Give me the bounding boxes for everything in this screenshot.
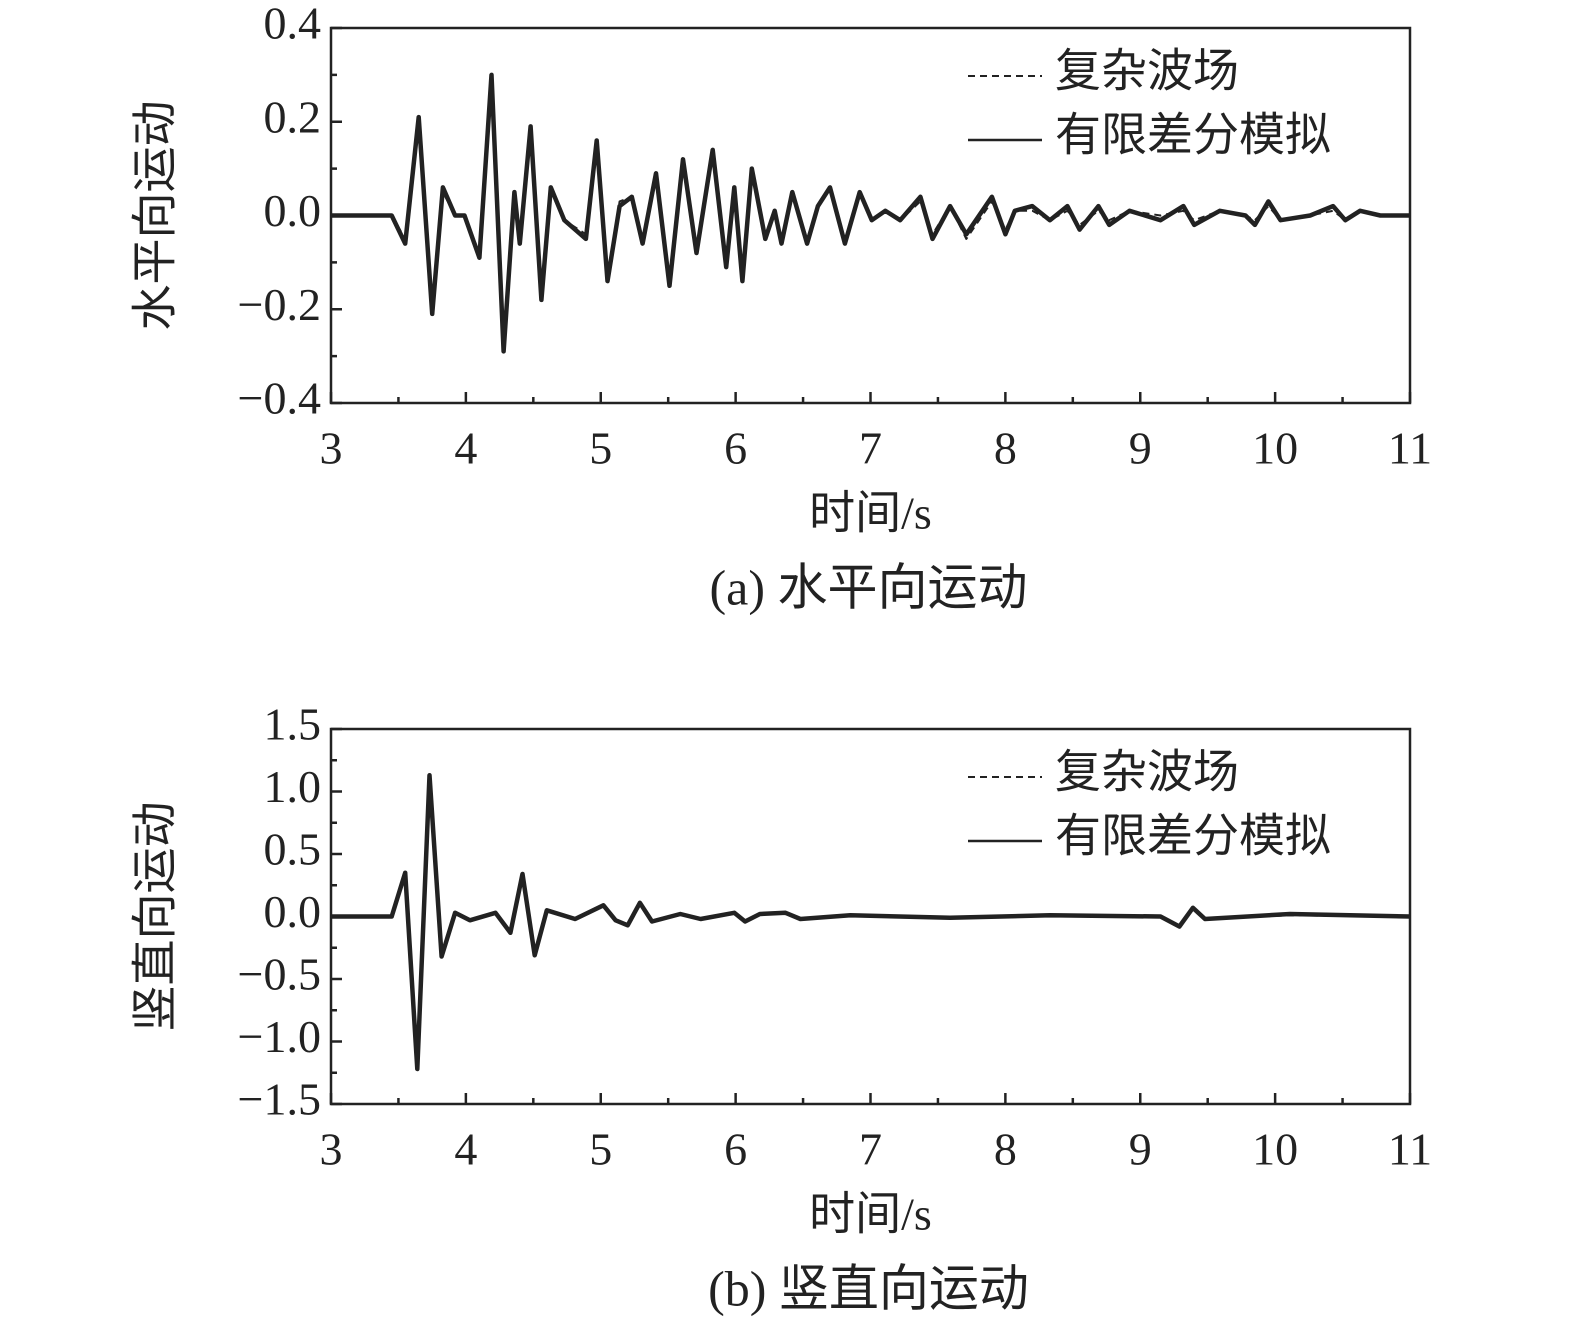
y-tick-label: 1.0 [264, 761, 322, 812]
y-tick-label: −0.4 [238, 373, 321, 424]
legend-label: 有限差分模拟 [1055, 811, 1331, 862]
y-tick-label: −1.5 [238, 1074, 321, 1125]
y-tick-label: 0.4 [264, 0, 322, 49]
x-axis-label: 时间/s [809, 488, 932, 539]
x-tick-label: 3 [320, 423, 343, 474]
x-tick-label: 4 [454, 1124, 477, 1175]
x-tick-label: 11 [1388, 1124, 1432, 1175]
y-tick-label: 0.0 [264, 185, 322, 236]
x-tick-label: 11 [1388, 423, 1432, 474]
x-axis-label: 时间/s [809, 1189, 932, 1240]
x-tick-label: 5 [589, 423, 612, 474]
caption: (a) 水平向运动 [710, 559, 1028, 615]
y-tick-label: −0.5 [238, 949, 321, 1000]
x-tick-label: 9 [1129, 1124, 1152, 1175]
chart: 0.4 0.2 0.0 −0.2 −0.43 4 5 6 7 8 9 10 11 时间/s 水平向运动 (a)… [130, 0, 1433, 615]
y-axis-label: 水平向运动 [130, 101, 181, 331]
x-tick-label: 10 [1252, 423, 1298, 474]
x-tick-label: 9 [1129, 423, 1152, 474]
chart: 1.5 1.0 0.5 0.0 −0.5 −1.0 −1.53 4 5 6 7 8 9 10 11 时间/s 竖… [130, 699, 1433, 1317]
series-line [331, 773, 1411, 1072]
x-tick-label: 8 [994, 423, 1017, 474]
y-tick-label: 0.5 [264, 824, 322, 875]
x-tick-label: 6 [724, 423, 747, 474]
y-tick-label: 1.5 [264, 699, 322, 750]
x-tick-label: 5 [589, 1124, 612, 1175]
legend-label: 复杂波场 [1055, 46, 1239, 97]
y-tick-label: 0.2 [264, 91, 322, 142]
x-tick-label: 7 [859, 423, 882, 474]
x-tick-label: 6 [724, 1124, 747, 1175]
x-tick-label: 7 [859, 1124, 882, 1175]
x-tick-label: 8 [994, 1124, 1017, 1175]
caption: (b) 竖直向运动 [708, 1260, 1029, 1316]
legend-label: 复杂波场 [1055, 747, 1239, 798]
y-tick-label: −1.0 [238, 1011, 321, 1062]
x-tick-label: 10 [1252, 1124, 1298, 1175]
y-tick-label: 0.0 [264, 886, 322, 937]
x-tick-label: 4 [454, 423, 477, 474]
series-line [331, 72, 1410, 354]
y-tick-label: −0.2 [238, 279, 321, 330]
y-axis-label: 竖直向运动 [130, 802, 181, 1032]
legend-label: 有限差分模拟 [1055, 110, 1331, 161]
x-tick-label: 3 [320, 1124, 343, 1175]
